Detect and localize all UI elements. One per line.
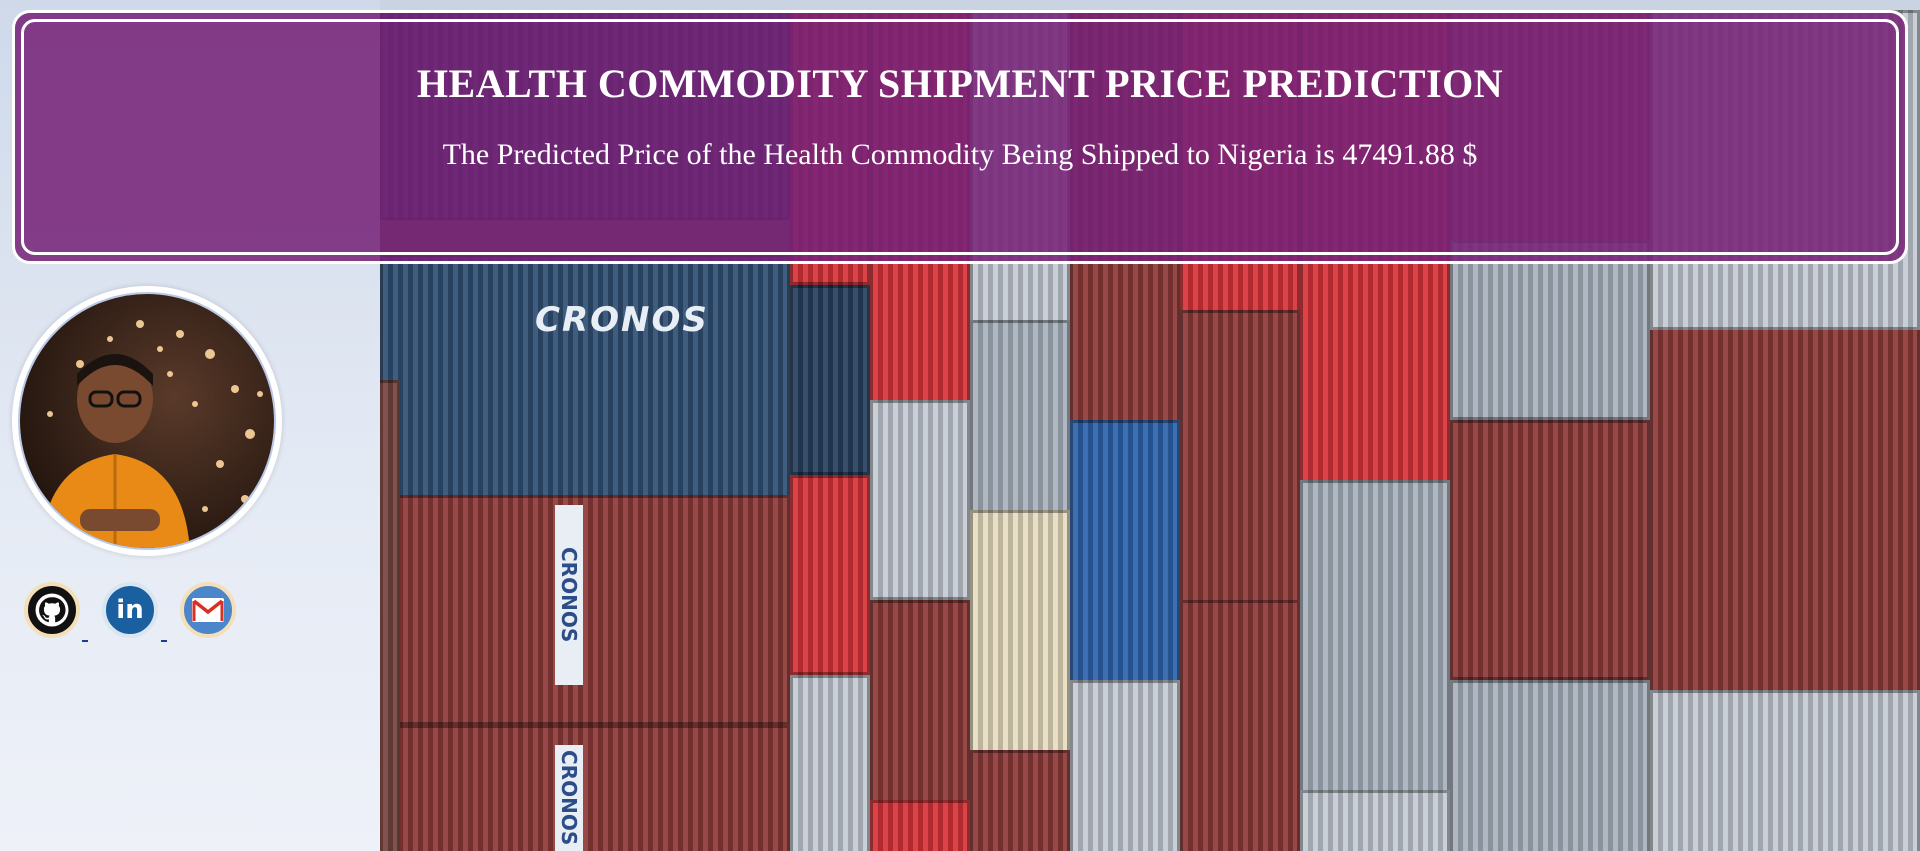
github-link[interactable] <box>24 582 80 638</box>
avatar-photo <box>18 292 276 550</box>
link-underline <box>82 640 88 642</box>
page-title: HEALTH COMMODITY SHIPMENT PRICE PREDICTI… <box>416 61 1504 106</box>
brand-text: CRONOS <box>535 300 709 340</box>
container-edge <box>380 380 400 851</box>
linkedin-icon: in <box>116 595 144 625</box>
vertical-brand-label: CRONOS <box>555 505 583 685</box>
link-underline <box>161 640 167 642</box>
container-rust-bottom <box>380 725 790 851</box>
social-links: in <box>24 582 236 638</box>
header-banner <box>12 10 1908 264</box>
container-blue <box>380 255 790 505</box>
avatar-image <box>20 294 274 548</box>
gmail-link[interactable] <box>180 582 236 638</box>
container-rust <box>380 495 790 725</box>
avatar <box>12 286 282 556</box>
linkedin-link[interactable]: in <box>102 582 158 638</box>
prediction-result-text: The Predicted Price of the Health Commod… <box>442 138 1478 171</box>
github-icon <box>35 593 69 627</box>
banner-inner-border <box>21 19 1899 255</box>
gmail-icon <box>192 598 224 622</box>
vertical-brand-label-lower: CRONOS <box>555 745 583 851</box>
